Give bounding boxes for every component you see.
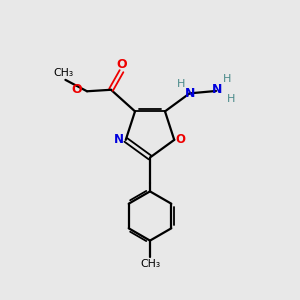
Text: O: O	[72, 83, 82, 96]
Text: N: N	[212, 83, 223, 96]
Text: N: N	[184, 87, 195, 100]
Text: H: H	[227, 94, 235, 104]
Text: CH₃: CH₃	[53, 68, 73, 78]
Text: O: O	[176, 134, 186, 146]
Text: O: O	[117, 58, 128, 71]
Text: CH₃: CH₃	[140, 259, 160, 269]
Text: N: N	[114, 134, 124, 146]
Text: H: H	[223, 74, 232, 84]
Text: H: H	[177, 79, 185, 89]
